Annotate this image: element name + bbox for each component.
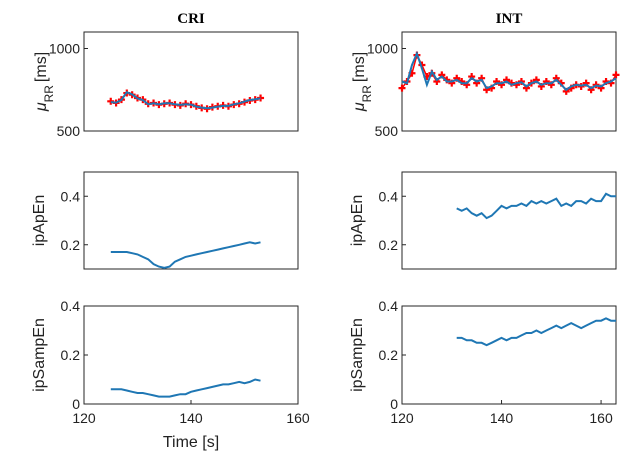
x-tick-label: 140 [179, 410, 203, 426]
axes-box [401, 305, 617, 405]
series-line [401, 50, 617, 92]
subplot-4: 0.2 0.4 ipApEn [349, 171, 617, 270]
y-tick-label: 0.4 [379, 188, 399, 204]
subplot-title: INT [496, 11, 523, 27]
data-point [107, 97, 115, 105]
x-tick-label: 160 [286, 410, 310, 426]
series-line [110, 241, 261, 269]
y-axis-label: ipSampEn [349, 318, 366, 392]
y-tick-label: 0.2 [379, 347, 399, 363]
series-line [110, 90, 261, 110]
y-tick-label: 500 [57, 123, 81, 139]
y-tick-label: 0 [390, 396, 398, 412]
x-tick-label: 140 [490, 410, 514, 426]
y-tick-label: 0.2 [61, 347, 81, 363]
data-point [398, 84, 406, 92]
y-tick-label: 1000 [367, 41, 398, 57]
subplot-6: 0 0.2 0.4 120 140 160 ipSampEn [349, 298, 617, 426]
subplot-2: 500 1000 INT μRR[ms] [351, 11, 620, 139]
y-tick-label: 0.4 [61, 298, 81, 314]
x-tick-label: 120 [72, 410, 96, 426]
y-tick-label: 0.4 [379, 298, 399, 314]
subplot-title: CRI [177, 11, 205, 27]
y-axis-label: ipApEn [31, 195, 48, 247]
y-tick-label: 0.2 [61, 237, 81, 253]
axes-box [83, 305, 299, 405]
subplot-5: 0 0.2 0.4 120 140 160 ipSampEn Time [s] [31, 298, 310, 451]
axes-box [401, 171, 617, 270]
series-1 [456, 192, 616, 220]
series-1 [110, 241, 261, 269]
y-tick-label: 0 [72, 396, 80, 412]
series-line [456, 317, 616, 347]
series-line [110, 378, 261, 398]
series-2 [401, 50, 617, 92]
y-axis-label: ipSampEn [31, 318, 48, 392]
series-line [456, 192, 616, 220]
series-1 [456, 317, 616, 347]
y-axis-label: ipApEn [349, 195, 366, 247]
axes-box [83, 171, 299, 270]
y-axis-label: μRR[ms] [33, 52, 56, 112]
series-1 [110, 378, 261, 398]
series-2 [110, 90, 261, 110]
y-axis-label: μRR[ms] [351, 52, 374, 112]
y-tick-label: 0.2 [379, 237, 399, 253]
x-tick-label: 160 [589, 410, 613, 426]
y-tick-label: 500 [375, 123, 399, 139]
data-point [612, 71, 620, 79]
x-tick-label: 120 [390, 410, 414, 426]
axes-box [83, 31, 299, 132]
subplot-1: 500 1000 CRI μRR[ms] [33, 11, 299, 139]
subplot-3: 0.2 0.4 ipApEn [31, 171, 299, 270]
y-tick-label: 0.4 [61, 188, 81, 204]
y-tick-label: 1000 [49, 41, 80, 57]
x-axis-label: Time [s] [163, 434, 219, 451]
